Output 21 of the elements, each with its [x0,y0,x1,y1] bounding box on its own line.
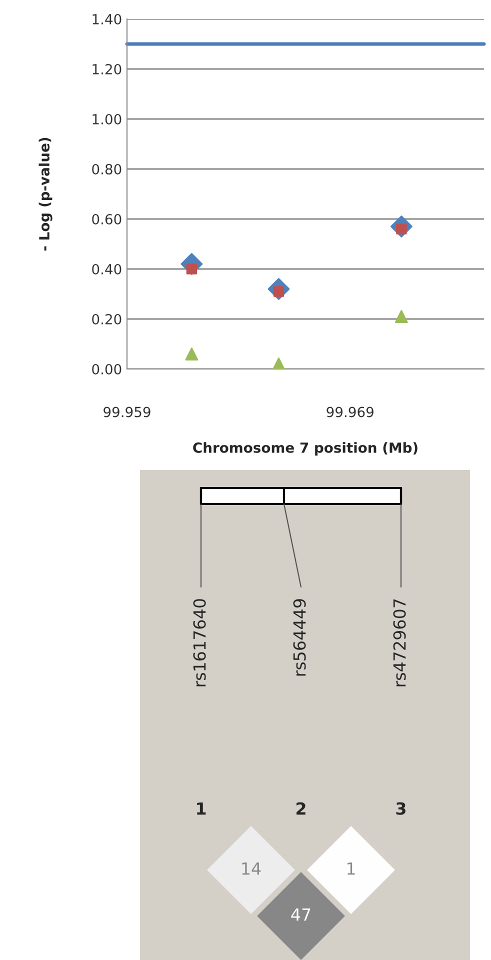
y-tick-label: 0.40 [92,264,122,274]
data-label: 1 [348,862,355,875]
x-tick-label: 99.969 [326,406,374,418]
category-label: rs1617640 [193,599,206,686]
text: 3 [396,802,406,815]
data-label: 14 [242,862,261,875]
y-axis-title: - Log (p-value) [38,138,52,251]
category-label: rs564449 [293,599,306,676]
y-tick-label: 0.00 [92,364,122,374]
y-tick-label: 0.60 [92,214,122,224]
text: 1 [197,802,206,815]
x-axis-title: Chromosome 7 position (Mb) [193,442,418,456]
x-tick-label: 99.959 [104,406,150,418]
text: 2 [296,802,306,815]
y-tick-label: 1.20 [92,64,122,74]
y-tick-label: 1.00 [92,114,122,124]
y-tick-label: 1.40 [92,14,122,24]
y-tick-label: 0.20 [92,314,122,324]
category-label: rs4729607 [393,599,406,686]
data-label: 47 [291,908,310,921]
y-tick-label: 0.80 [92,164,122,174]
